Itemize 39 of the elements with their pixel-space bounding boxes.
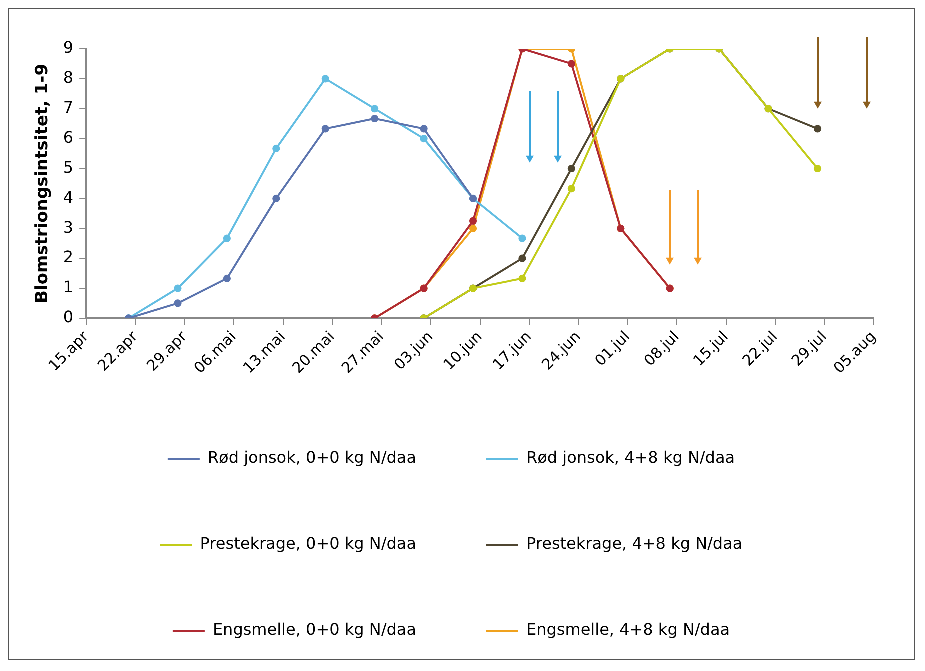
y-tick-label: 1 — [63, 278, 74, 297]
legend-label: Engsmelle, 4+8 kg N/daa — [526, 620, 730, 640]
legend-label: Prestekrage, 4+8 kg N/daa — [526, 534, 743, 554]
point — [814, 125, 822, 133]
point — [174, 284, 182, 292]
y-tick-label: 8 — [63, 68, 74, 88]
point — [469, 224, 478, 232]
legend-label: Rød jonsok, 0+0 kg N/daa — [208, 448, 417, 468]
y-tick-label: 3 — [63, 218, 74, 237]
point — [371, 114, 379, 123]
y-tick-label: 6 — [63, 128, 74, 147]
point — [272, 194, 280, 202]
point — [568, 185, 576, 193]
y-tick-label: 0 — [63, 308, 74, 327]
y-tick-label: 5 — [63, 158, 74, 177]
y-tick-label: 2 — [63, 248, 74, 267]
point — [568, 60, 576, 68]
y-tick-label: 4 — [63, 188, 74, 207]
point — [469, 217, 478, 225]
point — [272, 144, 280, 152]
point — [518, 234, 526, 242]
y-axis-title: Blomstriongsintsitet, 1-9 — [32, 64, 53, 304]
point — [420, 125, 428, 133]
point — [568, 164, 576, 173]
point — [322, 75, 330, 83]
point — [420, 135, 428, 143]
y-tick-label: 9 — [63, 38, 74, 58]
point — [371, 105, 379, 113]
legend-label: Rød jonsok, 4+8 kg N/daa — [526, 448, 736, 468]
point — [174, 300, 182, 308]
point — [518, 274, 526, 282]
point — [322, 125, 330, 133]
legend-label: Engsmelle, 0+0 kg N/daa — [212, 620, 416, 640]
y-tick-label: 7 — [63, 98, 74, 118]
point — [814, 164, 822, 173]
legend-label: Prestekrage, 0+0 kg N/daa — [200, 534, 417, 554]
point — [518, 254, 526, 262]
point — [223, 234, 231, 242]
point — [223, 274, 231, 282]
